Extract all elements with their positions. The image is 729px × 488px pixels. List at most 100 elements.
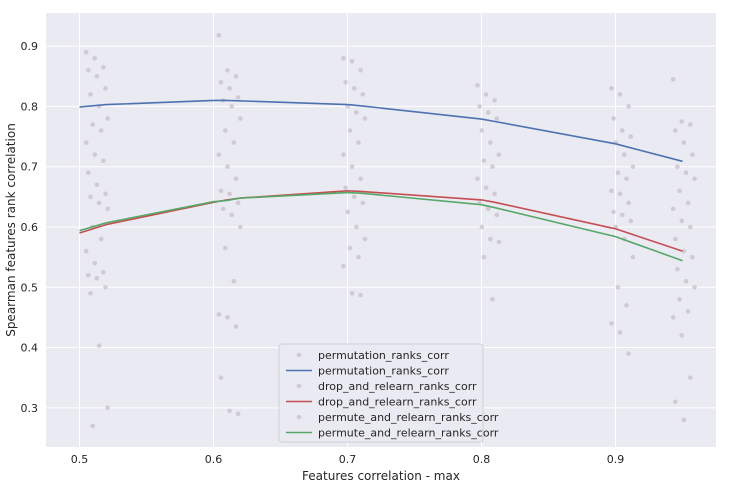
scatter-point: [683, 170, 689, 176]
scatter-point: [670, 206, 676, 212]
scatter-point: [687, 375, 693, 380]
scatter-point: [354, 224, 359, 230]
scatter-point: [341, 55, 346, 61]
scatter-point: [94, 73, 100, 79]
scatter-point: [672, 128, 678, 133]
scatter-point: [83, 248, 89, 254]
scatter-point: [615, 284, 621, 290]
scatter-point: [101, 64, 106, 70]
legend-marker: [296, 383, 302, 389]
scatter-point: [677, 188, 682, 194]
scatter-point: [619, 128, 625, 133]
scatter-point: [220, 206, 226, 212]
scatter-point: [490, 164, 495, 170]
scatter-point: [475, 83, 480, 88]
scatter-point: [227, 191, 232, 197]
scatter-point: [481, 158, 487, 163]
scatter-point: [692, 176, 697, 182]
scatter-point: [496, 239, 502, 245]
scatter-point: [238, 116, 243, 121]
y-tick-label: 0.3: [21, 402, 39, 415]
scatter-point: [624, 176, 629, 182]
x-tick-label: 0.5: [71, 453, 89, 466]
scatter-point: [231, 278, 237, 284]
y-axis-ticks: 0.3 0.4 0.5 0.6 0.7 0.8 0.9: [21, 40, 39, 415]
scatter-point: [617, 330, 623, 335]
scatter-point: [626, 104, 631, 109]
scatter-point: [233, 73, 239, 79]
scatter-point: [496, 152, 502, 157]
scatter-point: [492, 191, 497, 197]
scatter-point: [341, 152, 346, 157]
scatter-point: [679, 218, 684, 224]
scatter-point: [103, 86, 108, 91]
scatter-point: [225, 164, 230, 170]
scatter-point: [227, 408, 232, 414]
scatter-point: [235, 95, 241, 100]
x-axis-ticks: 0.5 0.6 0.7 0.8 0.9: [71, 453, 625, 466]
legend-label: permutation_ranks_corr: [318, 365, 449, 378]
scatter-point: [349, 290, 355, 296]
legend-label: drop_and_relearn_ranks_corr: [318, 396, 477, 409]
scatter-point: [98, 128, 104, 133]
scatter-point: [479, 128, 485, 133]
y-tick-label: 0.7: [21, 161, 39, 174]
scatter-point: [687, 122, 693, 127]
legend-marker: [296, 414, 302, 420]
scatter-point: [490, 297, 495, 302]
scatter-point: [622, 152, 627, 157]
scatter-point: [360, 200, 366, 206]
scatter-point: [681, 417, 687, 423]
scatter-point: [103, 284, 108, 290]
scatter-point: [88, 92, 93, 97]
scatter-point: [235, 200, 241, 206]
scatter-point: [358, 67, 363, 73]
x-axis-label: Features correlation - max: [302, 469, 460, 483]
scatter-point: [86, 170, 91, 176]
series-line: [79, 99, 683, 163]
scatter-point: [233, 324, 239, 329]
legend-label: permute_and_relearn_ranks_corr: [318, 427, 499, 440]
grid: [46, 13, 716, 447]
x-tick-label: 0.9: [607, 453, 625, 466]
scatter-point: [83, 140, 89, 145]
scatter-point: [485, 206, 491, 212]
scatter-point: [356, 254, 361, 260]
y-tick-label: 0.4: [21, 342, 39, 355]
scatter-point: [216, 33, 222, 38]
scatter-point: [681, 140, 687, 145]
scatter-point: [88, 194, 93, 200]
scatter-point: [611, 209, 616, 215]
legend-box: [278, 343, 484, 443]
scatter-point: [229, 212, 235, 218]
scatter-point: [479, 224, 485, 230]
scatter-point: [92, 152, 98, 157]
scatter-point: [360, 92, 366, 97]
scatter-point: [351, 86, 357, 91]
scatter-point: [690, 254, 695, 260]
scatter-point: [685, 200, 691, 206]
scatter-point: [94, 182, 100, 188]
x-tick-label: 0.7: [339, 453, 357, 466]
scatter-point: [105, 116, 110, 121]
scatter-point: [98, 236, 104, 242]
scatter-point: [617, 191, 623, 197]
scatter-points: [83, 33, 697, 429]
scatter-point: [630, 254, 636, 260]
scatter-point: [609, 321, 614, 326]
scatter-point: [233, 176, 239, 182]
scatter-point: [677, 297, 682, 302]
scatter-point: [494, 212, 500, 218]
scatter-point: [88, 290, 93, 296]
scatter-point: [231, 140, 237, 145]
scatter-point: [690, 152, 695, 157]
scatter-point: [343, 80, 348, 85]
scatter-point: [692, 284, 697, 290]
scatter-point: [362, 236, 368, 242]
scatter-point: [96, 343, 102, 349]
scatter-point: [229, 104, 235, 109]
scatter-point: [358, 176, 363, 182]
series-lines: [79, 99, 683, 262]
y-axis-label: Spearman features rank correlation: [4, 123, 18, 337]
